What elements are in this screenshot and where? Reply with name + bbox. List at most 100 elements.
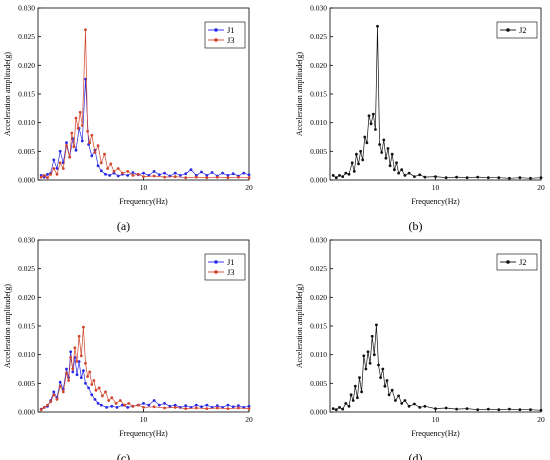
y-tick-label: 0.025 — [310, 32, 327, 41]
data-point-J3 — [65, 144, 68, 148]
data-point-J3 — [61, 390, 65, 394]
data-point-J3 — [184, 176, 188, 180]
data-point-J1 — [184, 404, 188, 408]
data-point-J3 — [152, 405, 156, 409]
data-point-J2 — [403, 399, 407, 402]
data-point-J2 — [377, 363, 380, 367]
data-point-J3 — [142, 175, 145, 179]
data-point-J3 — [84, 28, 87, 32]
data-point-J1 — [226, 174, 230, 177]
data-point-J3 — [114, 402, 118, 405]
data-point-J3 — [39, 408, 43, 412]
caption: (c) — [117, 451, 130, 460]
data-point-J1 — [179, 174, 182, 177]
data-point-J2 — [388, 164, 392, 168]
legend-label: J3 — [227, 35, 235, 45]
data-point-J1 — [96, 164, 100, 168]
data-point-J2 — [539, 176, 543, 180]
data-point-J3 — [127, 402, 131, 405]
data-point-J2 — [465, 176, 469, 180]
data-point-J3 — [121, 171, 124, 175]
data-point-J2 — [529, 176, 532, 180]
y-tick-label: 0.000 — [310, 408, 327, 417]
data-point-J3 — [107, 399, 111, 402]
data-point-J2 — [375, 323, 378, 327]
data-point-J1 — [231, 405, 235, 409]
data-point-J2 — [497, 408, 501, 412]
y-tick-label: 0.010 — [310, 350, 327, 359]
data-point-J2 — [382, 138, 386, 142]
data-point-J2 — [455, 175, 458, 179]
data-point-J2 — [364, 367, 368, 371]
data-point-J3 — [39, 175, 43, 179]
legend-label: J1 — [227, 257, 235, 267]
data-point-J3 — [142, 406, 145, 409]
data-point-J2 — [395, 161, 398, 165]
data-point-J2 — [476, 408, 480, 412]
chart-c: 0.000 0.005 0.010 0.015 0.020 0.025 0.030 10 20 F… — [3, 236, 253, 460]
data-point-J3 — [55, 172, 59, 176]
data-point-J1 — [58, 149, 62, 153]
x-tick-label: 20 — [245, 183, 253, 192]
data-point-J3 — [237, 175, 240, 179]
data-point-J3 — [194, 175, 198, 179]
data-point-J2 — [341, 407, 345, 411]
data-point-J3 — [215, 406, 219, 410]
data-point-J2 — [369, 122, 373, 126]
y-tick-label: 0.005 — [310, 147, 327, 156]
data-point-J3 — [88, 141, 92, 145]
caption: (a) — [117, 219, 130, 233]
y-tick-label: 0.010 — [310, 118, 327, 127]
data-point-J1 — [131, 171, 135, 174]
y-tick-label: 0.005 — [18, 147, 35, 156]
data-point-J3 — [86, 375, 89, 378]
data-point-J2 — [378, 143, 381, 146]
data-point-J1 — [163, 171, 167, 175]
data-point-J2 — [356, 396, 359, 400]
data-point-J1 — [71, 370, 75, 374]
data-point-J3 — [226, 176, 230, 180]
data-point-J1 — [93, 398, 97, 401]
data-point-J1 — [157, 403, 161, 407]
data-point-J3 — [73, 346, 77, 350]
y-tick-label: 0.025 — [310, 264, 327, 273]
data-point-J2 — [358, 376, 361, 379]
data-point-J2 — [407, 404, 411, 408]
data-point-J1 — [152, 170, 156, 173]
data-point-J3 — [116, 167, 120, 170]
chart-b: 0.000 0.005 0.010 0.015 0.020 0.025 0.030 10 20 F… — [295, 4, 545, 234]
data-point-J2 — [400, 168, 404, 172]
data-point-J1 — [105, 406, 108, 409]
chart-d: 0.000 0.005 0.010 0.015 0.020 0.025 0.030 10 20 F… — [295, 236, 545, 460]
data-point-J1 — [90, 393, 94, 397]
data-point-J2 — [338, 174, 341, 177]
data-point-J3 — [205, 176, 209, 180]
data-point-J3 — [42, 174, 46, 177]
data-point-J2 — [407, 171, 411, 175]
data-point-J2 — [357, 162, 360, 166]
data-point-J2 — [387, 393, 391, 397]
data-point-J3 — [101, 394, 104, 398]
data-point-J3 — [173, 175, 177, 179]
y-axis-label: Acceleration amplitude(g) — [295, 52, 304, 137]
legend-box — [204, 21, 246, 49]
data-point-J2 — [413, 402, 416, 406]
data-point-J2 — [350, 161, 354, 165]
data-point-J2 — [362, 354, 366, 358]
data-point-J3 — [46, 403, 49, 407]
data-point-J1 — [205, 403, 209, 407]
data-point-J2 — [365, 141, 369, 145]
data-point-J3 — [194, 406, 198, 410]
data-point-J3 — [118, 399, 122, 402]
legend-swatch-marker — [214, 28, 218, 32]
data-point-J1 — [104, 172, 107, 176]
legend-swatch-marker — [214, 270, 218, 274]
data-point-J1 — [247, 173, 251, 177]
y-tick-label: 0.015 — [18, 90, 35, 99]
data-point-J2 — [476, 175, 480, 179]
data-point-J1 — [69, 350, 73, 354]
series-line-J2 — [332, 25, 542, 179]
y-tick-label: 0.020 — [18, 61, 35, 70]
data-point-J2 — [347, 404, 351, 408]
data-point-J2 — [361, 158, 365, 162]
